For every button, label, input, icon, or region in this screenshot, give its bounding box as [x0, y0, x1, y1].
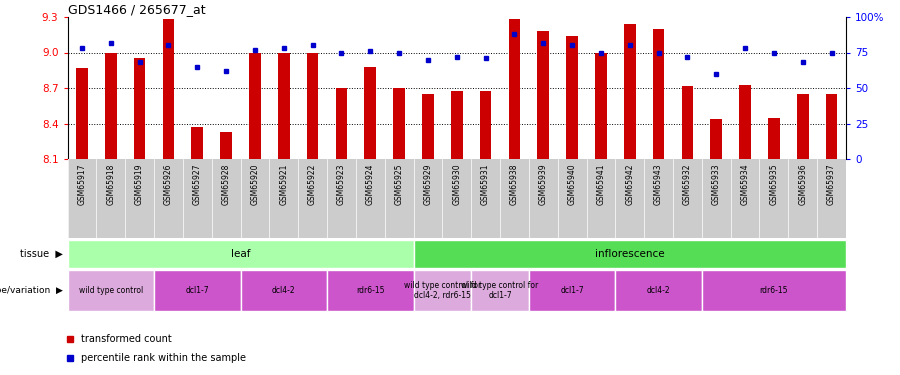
Text: GSM65941: GSM65941: [597, 164, 606, 205]
Text: GSM65943: GSM65943: [654, 164, 663, 205]
Text: dcl1-7: dcl1-7: [561, 286, 584, 295]
Bar: [422, 94, 434, 159]
Bar: [739, 84, 751, 159]
Bar: [240, 270, 327, 311]
Bar: [364, 67, 376, 159]
Text: transformed count: transformed count: [81, 334, 172, 344]
Bar: [68, 240, 413, 268]
Text: GSM65918: GSM65918: [106, 164, 115, 205]
Bar: [413, 240, 846, 268]
Text: rdr6-15: rdr6-15: [356, 286, 384, 295]
Text: wild type control: wild type control: [78, 286, 143, 295]
Text: GSM65939: GSM65939: [539, 164, 548, 205]
Text: GSM65929: GSM65929: [423, 164, 432, 205]
Text: GSM65938: GSM65938: [510, 164, 519, 205]
Text: GSM65936: GSM65936: [798, 164, 807, 205]
Bar: [537, 31, 549, 159]
Text: GSM65942: GSM65942: [626, 164, 634, 205]
Bar: [826, 94, 837, 159]
Bar: [249, 53, 261, 159]
Text: wild type control for
dcl1-7: wild type control for dcl1-7: [462, 281, 538, 300]
Text: GSM65919: GSM65919: [135, 164, 144, 205]
Bar: [566, 36, 578, 159]
Text: wild type control for
dcl4-2, rdr6-15: wild type control for dcl4-2, rdr6-15: [404, 281, 481, 300]
Bar: [76, 68, 87, 159]
Text: GSM65934: GSM65934: [741, 164, 750, 205]
Text: GSM65925: GSM65925: [394, 164, 403, 205]
Text: GSM65928: GSM65928: [221, 164, 230, 205]
Text: GDS1466 / 265677_at: GDS1466 / 265677_at: [68, 3, 205, 16]
Bar: [797, 94, 808, 159]
Bar: [595, 53, 607, 159]
Text: dcl1-7: dcl1-7: [185, 286, 209, 295]
Text: GSM65917: GSM65917: [77, 164, 86, 205]
Text: GSM65923: GSM65923: [337, 164, 346, 205]
Bar: [624, 24, 635, 159]
Bar: [652, 29, 664, 159]
Text: dcl4-2: dcl4-2: [272, 286, 295, 295]
Bar: [134, 58, 146, 159]
Bar: [529, 270, 616, 311]
Bar: [508, 19, 520, 159]
Bar: [702, 270, 846, 311]
Text: GSM65940: GSM65940: [568, 164, 577, 205]
Bar: [413, 270, 472, 311]
Bar: [163, 19, 175, 159]
Text: GSM65927: GSM65927: [193, 164, 202, 205]
Text: dcl4-2: dcl4-2: [647, 286, 670, 295]
Text: percentile rank within the sample: percentile rank within the sample: [81, 353, 246, 363]
Bar: [616, 270, 702, 311]
Bar: [710, 119, 722, 159]
Text: rdr6-15: rdr6-15: [760, 286, 788, 295]
Text: GSM65930: GSM65930: [452, 164, 461, 205]
Text: genotype/variation  ▶: genotype/variation ▶: [0, 286, 63, 295]
Bar: [681, 86, 693, 159]
Text: GSM65932: GSM65932: [683, 164, 692, 205]
Bar: [480, 90, 491, 159]
Bar: [307, 53, 319, 159]
Text: tissue  ▶: tissue ▶: [20, 249, 63, 259]
Bar: [154, 270, 240, 311]
Text: GSM65920: GSM65920: [250, 164, 259, 205]
Text: inflorescence: inflorescence: [595, 249, 664, 259]
Bar: [451, 90, 463, 159]
Bar: [220, 132, 232, 159]
Bar: [472, 270, 529, 311]
Text: GSM65922: GSM65922: [308, 164, 317, 205]
Text: GSM65931: GSM65931: [482, 164, 490, 205]
Text: GSM65935: GSM65935: [770, 164, 778, 205]
Bar: [327, 270, 413, 311]
Bar: [768, 118, 779, 159]
Text: GSM65937: GSM65937: [827, 164, 836, 205]
Text: GSM65924: GSM65924: [365, 164, 374, 205]
Text: GSM65926: GSM65926: [164, 164, 173, 205]
Text: GSM65921: GSM65921: [279, 164, 288, 205]
Text: GSM65933: GSM65933: [712, 164, 721, 205]
Bar: [192, 128, 203, 159]
Bar: [105, 53, 116, 159]
Text: leaf: leaf: [230, 249, 250, 259]
Bar: [393, 88, 405, 159]
Bar: [278, 53, 290, 159]
Bar: [68, 270, 154, 311]
Bar: [336, 88, 347, 159]
